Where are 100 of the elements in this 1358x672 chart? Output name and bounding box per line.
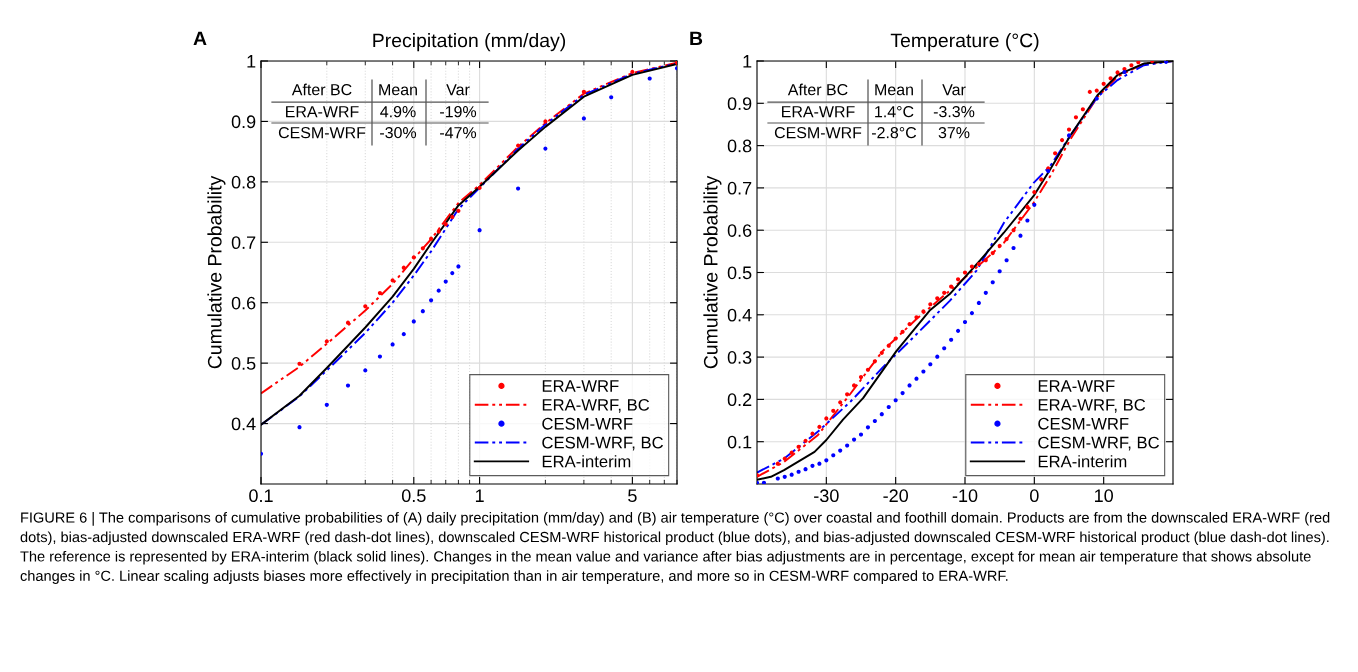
point xyxy=(789,450,794,455)
legend-label: ERA-WRF, BC xyxy=(542,398,650,413)
point xyxy=(1087,89,1092,94)
y-tick-label: 0.7 xyxy=(231,236,256,250)
caption: FIGURE 6 | The comparisons of cumulative probabilities of (A) daily precipitation (mm/day) and (B) air temperature (°C) over coastal and foothill domain. Products are from the downscaled ERA-WRF (red dots), bias-adjusted downscaled ERA-WRF (red dash-dot lines), downscaled CESM-WRF historical product (blue dots), and bias-adjusted downscaled CESM-WRF historical product (blue dash-dot lines). The reference is represented by ERA-interim (black solid lines). Changes in the mean value and variance after bias adjustments are in percentage, except for mean air temperature that shows absolute changes in °C. Linear scaling adjusts biases more effectively in precipitation than in air temperature, and more so in CESM-WRF compared to ERA-WRF. xyxy=(20,512,1330,584)
point xyxy=(1150,61,1155,64)
y-tick-label: 0.7 xyxy=(727,181,752,195)
point xyxy=(845,392,850,397)
point xyxy=(928,302,933,307)
y-tick-label: 1 xyxy=(247,55,256,68)
point xyxy=(1018,216,1023,221)
legend-label: CESM-WRF, BC xyxy=(1038,436,1160,451)
annotation: Mean xyxy=(379,84,417,96)
point xyxy=(865,367,871,372)
annotation: -3.3% xyxy=(933,105,975,118)
point xyxy=(838,400,843,405)
x-tick-label: -10 xyxy=(952,489,978,503)
point xyxy=(851,437,857,442)
y-tick-label: 0.6 xyxy=(231,296,256,310)
y-tick-label: 0.3 xyxy=(727,351,752,364)
point xyxy=(1094,96,1099,101)
point xyxy=(810,463,815,468)
y-tick-label: 0.4 xyxy=(727,308,752,322)
point xyxy=(997,269,1002,274)
x-tick-label: 10 xyxy=(1095,489,1113,503)
point xyxy=(942,290,947,295)
annotation: Mean xyxy=(875,84,913,96)
y-tick-label: 1 xyxy=(743,55,752,68)
point xyxy=(900,390,905,396)
annotation: ERA-WRF xyxy=(782,106,855,118)
annotation: -19% xyxy=(440,105,477,118)
y-tick-label: 0.5 xyxy=(231,357,256,370)
annotation: -47% xyxy=(440,127,477,139)
point xyxy=(803,438,808,443)
point xyxy=(1073,115,1079,120)
legend-label: ERA-WRF xyxy=(542,380,619,392)
point xyxy=(796,444,801,449)
point xyxy=(976,261,981,267)
point xyxy=(983,290,988,295)
y-tick-label: 0.6 xyxy=(727,224,752,237)
y-tick-label: 0.8 xyxy=(231,175,256,189)
legend-label: ERA-WRF, BC xyxy=(1038,398,1146,413)
point xyxy=(879,412,884,417)
point xyxy=(1011,228,1016,233)
point xyxy=(831,408,836,413)
point xyxy=(879,350,884,355)
point xyxy=(969,311,975,316)
point xyxy=(886,343,891,348)
text: A xyxy=(193,31,207,46)
point xyxy=(935,296,940,301)
point xyxy=(761,480,767,484)
point xyxy=(949,284,954,289)
point xyxy=(865,425,871,430)
point xyxy=(817,461,822,466)
point xyxy=(997,243,1002,248)
point xyxy=(845,443,850,448)
point xyxy=(775,461,780,466)
point xyxy=(1094,88,1099,93)
point xyxy=(990,250,995,256)
chart-title: Precipitation (mm/day) xyxy=(373,33,566,52)
annotation: After BC xyxy=(787,83,848,96)
y-tick-label: 0.1 xyxy=(727,435,752,449)
point xyxy=(782,474,787,479)
annotation: -30% xyxy=(380,126,417,139)
point xyxy=(796,469,801,474)
point xyxy=(1025,204,1030,210)
x-tick-label: 0.5 xyxy=(401,489,426,503)
y-axis-title: Cumulative Probability xyxy=(703,175,722,369)
point xyxy=(1059,138,1065,143)
annotation: CESM-WRF xyxy=(278,126,366,139)
point xyxy=(1101,81,1106,86)
legend-label: ERA-interim xyxy=(542,455,631,468)
annotation: 37% xyxy=(938,126,970,139)
y-tick-label: 0.4 xyxy=(231,417,256,431)
point xyxy=(976,300,981,306)
point xyxy=(1080,107,1085,112)
annotation: 4.9% xyxy=(380,105,416,118)
point xyxy=(1039,177,1044,182)
point xyxy=(789,472,794,477)
y-axis-title: Cumulative Probability xyxy=(207,175,226,369)
x-tick-label: 5 xyxy=(628,489,637,503)
x-tick-label: 1 xyxy=(475,489,484,502)
x-tick-label: -20 xyxy=(883,489,909,503)
point xyxy=(900,329,905,334)
point xyxy=(1136,61,1141,65)
point xyxy=(831,453,836,458)
y-tick-label: 0.9 xyxy=(231,115,256,129)
legend-label: CESM-WRF xyxy=(542,417,633,430)
point xyxy=(907,383,912,388)
legend-label: ERA-WRF xyxy=(1038,380,1115,392)
point xyxy=(942,346,947,351)
point xyxy=(1032,190,1037,195)
point xyxy=(955,328,961,333)
point xyxy=(782,456,787,461)
x-tick-label: -30 xyxy=(814,489,839,503)
point xyxy=(1066,133,1072,138)
legend-label: ERA-interim xyxy=(1038,455,1127,468)
y-tick-label: 0.5 xyxy=(727,266,752,280)
annotation: -2.8°C xyxy=(871,126,917,139)
point xyxy=(1018,233,1023,238)
